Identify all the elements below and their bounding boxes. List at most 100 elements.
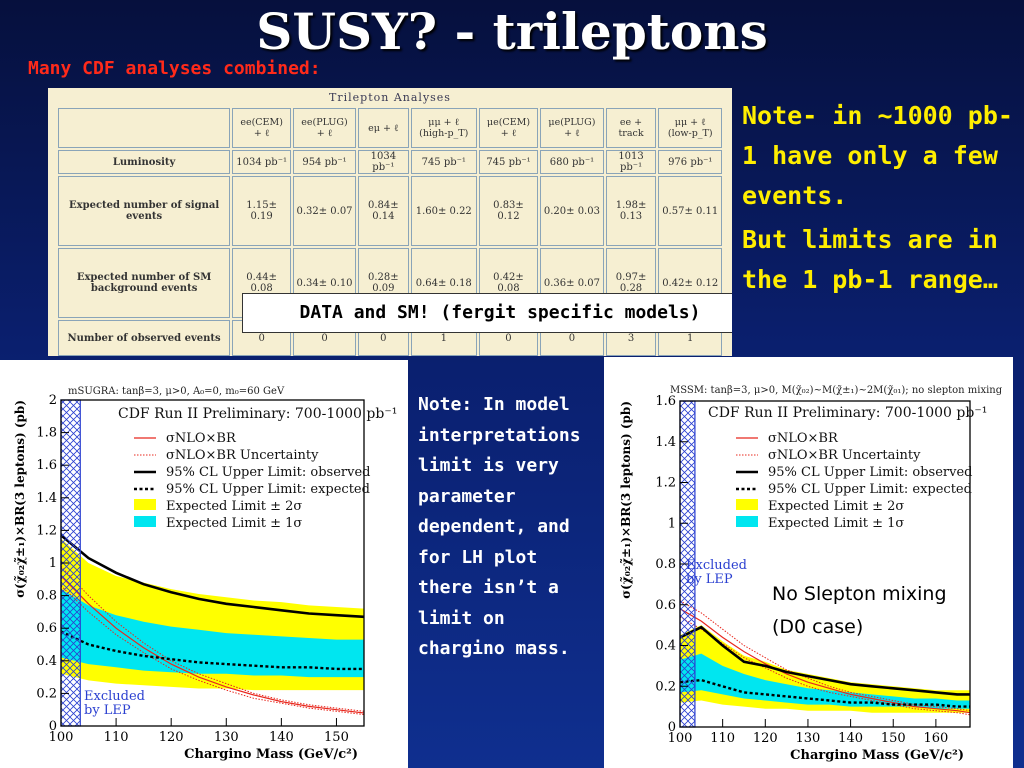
table-cell: 0.84± 0.14 (357, 176, 409, 246)
legend-entry: 95% CL Upper Limit: observed (166, 465, 370, 480)
expected-limit-line (60, 630, 364, 671)
x-axis-label: Chargino Mass (GeV/c²) (184, 747, 358, 762)
msugra-limit-plot: Excluded by LEP 100 110 120 130 140 150 0 0.2 0.4 0… (0, 360, 408, 768)
y-tick-label: 1.4 (36, 491, 57, 506)
slide-title: SUSY? - trileptons (256, 2, 768, 61)
chart-title: CDF Run II Preliminary: 700-1000 pb⁻¹ (708, 405, 987, 421)
table-cell: 976 pb⁻¹ (658, 150, 722, 174)
y-tick-label: 1.6 (36, 458, 57, 473)
y-axis-label: σ(χ̃₀₂χ̃±₁)×BR(3 leptons) (pb) (13, 400, 27, 598)
table-column-header: ee(CEM) + ℓ (232, 108, 292, 148)
table-column-header: ee(PLUG) + ℓ (293, 108, 356, 148)
limits-note-line-2: But limits are in the 1 pb-1 range… (742, 225, 998, 294)
limits-note: Note- in ~1000 pb-1 have only a few even… (742, 96, 1020, 304)
table-row: Expected number of signal events 1.15± 0.… (58, 176, 722, 246)
y-tick-label: 0.4 (36, 654, 57, 669)
trilepton-table-image: Trilepton Analyses ee(CEM) + ℓ ee(PLUG) +… (48, 88, 732, 356)
table-cell: 745 pb⁻¹ (478, 150, 539, 174)
no-slepton-mixing-note: No Slepton mixing (D0 case) (772, 583, 947, 638)
y-tick-label: 0 (49, 719, 57, 734)
x-tick-label: 100 (49, 730, 74, 745)
x-tick-label: 140 (838, 731, 863, 746)
x-tick-label: 160 (923, 731, 948, 746)
table-cell: 0.83± 0.12 (478, 176, 539, 246)
legend-swatch (134, 516, 156, 527)
legend-entry: 95% CL Upper Limit: expected (166, 482, 370, 497)
table-row: Luminosity 1034 pb⁻¹ 954 pb⁻¹ 1034 pb⁻¹ 745 … (58, 150, 722, 174)
y-axis-label: σ(χ̃₀₂χ̃±₁)×BR(3 leptons) (pb) (619, 401, 633, 599)
model-interpretation-note: Note: In model interpretations limit is … (418, 394, 581, 659)
x-tick-label: 110 (104, 730, 129, 745)
limits-note-line-1: Note- in ~1000 pb-1 have only a few even… (742, 101, 1013, 210)
y-tick-label: 0 (668, 720, 676, 735)
legend-entry: Expected Limit ± 1σ (166, 516, 302, 531)
table-cell: 1.15± 0.19 (232, 176, 292, 246)
legend-swatch (736, 516, 758, 527)
table-cell: 745 pb⁻¹ (410, 150, 477, 174)
table-column-header: μe(CEM) + ℓ (478, 108, 539, 148)
theory-uncertainty-upper-line (679, 600, 971, 712)
x-tick-label: 100 (668, 731, 693, 746)
theory-cross-section-line (60, 575, 365, 714)
table-column-header: μe(PLUG) + ℓ (540, 108, 604, 148)
table-cell: 1034 pb⁻¹ (232, 150, 292, 174)
model-header: mSUGRA: tanβ=3, μ>0, A₀=0, m₀=60 GeV (68, 386, 285, 397)
lep-excluded-label: Excluded (686, 558, 747, 573)
table-column-header: μμ + ℓ (low-p_T) (658, 108, 722, 148)
y-tick-label: 2 (49, 393, 57, 408)
lep-excluded-label: Excluded (84, 689, 145, 704)
y-tick-label: 0.4 (655, 639, 676, 654)
legend-entry: Expected Limit ± 2σ (768, 499, 904, 514)
table-cell: 0.20± 0.03 (540, 176, 604, 246)
table-column-header: μμ + ℓ (high-p_T) (410, 108, 477, 148)
table-row: Expected number of SM background events 0… (58, 248, 722, 318)
model-header: MSSM: tanβ=3, μ>0, M(χ̃₀₂)~M(χ̃±₁)~2M(χ̃… (670, 385, 1003, 396)
table-cell: 1.60± 0.22 (410, 176, 477, 246)
y-tick-label: 0.2 (655, 679, 676, 694)
table-cell: 1.98± 0.13 (605, 176, 657, 246)
y-tick-label: 0.6 (655, 598, 676, 613)
y-tick-label: 1.4 (655, 435, 676, 450)
x-tick-label: 110 (710, 731, 735, 746)
observed-limit-line (60, 534, 365, 619)
x-axis-label: Chargino Mass (GeV/c²) (790, 748, 964, 763)
x-tick-label: 140 (269, 730, 294, 745)
table-row-header: Expected number of SM background events (58, 248, 231, 318)
lep-excluded-label: by LEP (84, 703, 131, 718)
table-corner (58, 108, 231, 148)
legend-entry: σNLO×BR Uncertainty (768, 448, 921, 463)
y-tick-label: 1.2 (36, 523, 57, 538)
x-tick-label: 120 (753, 731, 778, 746)
table-row-header: Number of observed events (58, 320, 231, 356)
theory-uncertainty-lower-line (679, 616, 971, 716)
theory-uncertainty-lower-line (60, 585, 365, 716)
y-tick-label: 1 (49, 556, 57, 571)
y-tick-label: 0.8 (36, 589, 57, 604)
table-cell: 954 pb⁻¹ (293, 150, 356, 174)
table-cell: 1034 pb⁻¹ (357, 150, 409, 174)
table-cell: 0.32± 0.07 (293, 176, 356, 246)
y-tick-label: 0.8 (655, 557, 676, 572)
y-tick-label: 1 (668, 516, 676, 531)
theory-cross-section-line (679, 608, 971, 714)
y-tick-label: 1.6 (655, 394, 676, 409)
y-tick-label: 0.6 (36, 621, 57, 636)
slide-subtitle: Many CDF analyses combined: (28, 58, 321, 79)
x-tick-label: 130 (796, 731, 821, 746)
x-tick-label: 150 (324, 730, 349, 745)
observed-limit-line (679, 625, 970, 696)
table-cell: 680 pb⁻¹ (540, 150, 604, 174)
legend-swatch (736, 499, 758, 510)
x-tick-label: 120 (159, 730, 184, 745)
mssm-limit-plot: Excluded by LEP 100 110 120 130 140 150 160 0 0.2 0… (604, 357, 1013, 768)
chart-title: CDF Run II Preliminary: 700-1000 pb⁻¹ (118, 406, 397, 422)
table-column-header: ee + track (605, 108, 657, 148)
table-caption: Trilepton Analyses (329, 91, 451, 104)
legend-entry: σNLO×BR (166, 431, 237, 446)
data-sm-note-box: DATA and SM! (fergit specific models) (242, 293, 732, 333)
legend-entry: Expected Limit ± 2σ (166, 499, 302, 514)
x-tick-label: 130 (214, 730, 239, 745)
table-row-header: Expected number of signal events (58, 176, 231, 246)
